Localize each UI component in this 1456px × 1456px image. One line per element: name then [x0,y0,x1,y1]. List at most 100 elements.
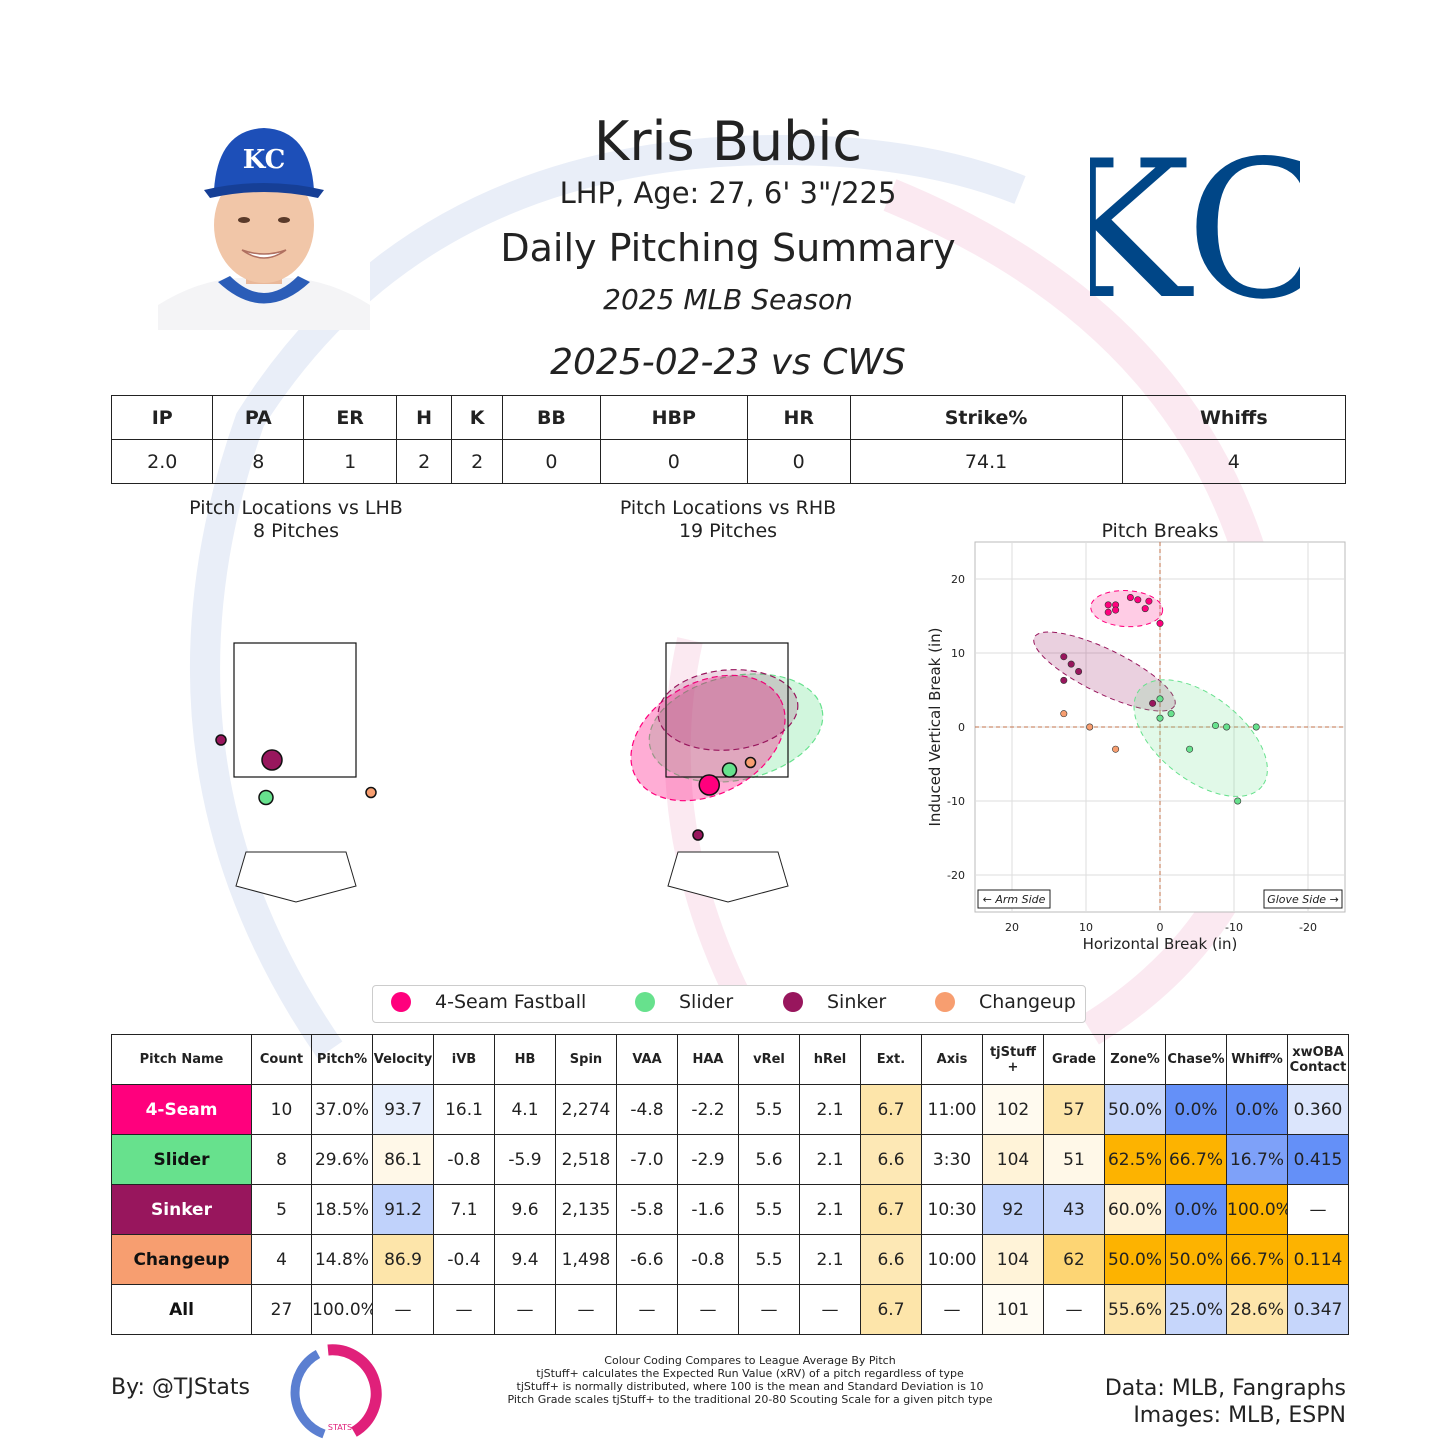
image-source: Images: MLB, ESPN [1133,1403,1346,1428]
pitch-table-cell: 6.7 [860,1284,922,1335]
legend-dot-changeup [935,992,955,1012]
rhb-plot-title: Pitch Locations vs RHB 19 Pitches [578,497,878,543]
pitch-table-cell: 16.7% [1226,1134,1288,1185]
break-point [1211,722,1219,730]
game-label: 2025-02-23 vs CWS [550,342,906,383]
break-point [1067,660,1075,668]
legend-item-sinker: Sinker [783,991,886,1013]
footnote-3: tjStuff+ is normally distributed, where … [516,1380,984,1393]
pitch-table-cell: 2.1 [799,1084,861,1135]
location-point [692,829,704,841]
pitch-table-cell: 50.0% [1165,1234,1227,1285]
pitch-table-cell: 0.114 [1287,1234,1349,1285]
pitch-table-cell: 9.6 [494,1184,556,1235]
pitch-table-cell: 100.0% [311,1284,373,1335]
pitch-table-cell: 27 [251,1284,312,1335]
pitch-table-header: HAA [677,1034,739,1085]
pitch-table-cell: 2,135 [555,1184,617,1235]
y-tick-label: -10 [947,795,965,808]
pitch-table-cell: 51 [1043,1134,1105,1185]
pitch-table-cell: 101 [982,1284,1044,1335]
x-tick-label: 20 [1005,921,1019,934]
pitch-table-cell: — [738,1284,800,1335]
report-title: Daily Pitching Summary [500,226,956,270]
pitch-table-cell: -2.2 [677,1084,739,1135]
stat-header: HR [746,395,851,440]
pitch-table-cell: -0.4 [433,1234,495,1285]
density-ellipse [648,673,824,783]
pitch-table-cell: 4.1 [494,1084,556,1135]
legend-label-fourseam: 4-Seam Fastball [435,991,587,1013]
pitch-table-cell: -7.0 [616,1134,678,1185]
stat-value: 2 [451,439,504,484]
pitch-table-cell: — [555,1284,617,1335]
pitch-table-cell: 6.6 [860,1134,922,1185]
location-point [744,756,757,769]
legend-label-slider: Slider [679,991,734,1013]
pitch-table-cell: 66.7% [1226,1234,1288,1285]
pitch-table-cell: 6.7 [860,1184,922,1235]
pitch-table-cell: — [799,1284,861,1335]
pitch-table-header: Axis [921,1034,983,1085]
break-point [1141,605,1149,613]
break-point [1223,723,1231,731]
break-point [1252,723,1260,731]
break-point [1075,668,1083,676]
pitch-table-cell: 10:00 [921,1234,983,1285]
pitch-table-cell: 104 [982,1134,1044,1185]
pitch-table-cell: 5.6 [738,1134,800,1185]
pitch-table-cell: -5.9 [494,1134,556,1185]
legend-dot-slider [635,992,655,1012]
pitch-table-cell: 14.8% [311,1234,373,1285]
home-plate [667,851,789,903]
pitch-table-header: xwOBA Contact [1287,1034,1349,1085]
pitch-table-cell: 0.360 [1287,1084,1349,1135]
pitch-table-cell: 100.0% [1226,1184,1288,1235]
break-ellipse [1090,590,1164,628]
break-point [1112,745,1120,753]
pitch-table-header: Spin [555,1034,617,1085]
density-ellipse [657,669,799,751]
x-tick-label: -20 [1299,921,1317,934]
pitch-table-header: hRel [799,1034,861,1085]
pitch-table-cell: 5.5 [738,1234,800,1285]
pitch-table-cell: 25.0% [1165,1284,1227,1335]
pitch-table-row: Changeup 4 14.8% 86.9 -0.4 9.4 1,498 -6.6 -0.8 5.… [111,1234,1349,1285]
stat-value: 0 [502,439,601,484]
player-headshot: KC [158,120,370,330]
pitch-table-header: Velocity [372,1034,434,1085]
break-point [1149,699,1157,707]
pitch-table-cell: -5.8 [616,1184,678,1235]
break-point [1104,608,1112,616]
pitch-name-cell: Sinker [111,1184,252,1235]
pitch-table-cell: 102 [982,1084,1044,1135]
pitch-table-cell: — [921,1284,983,1335]
pitch-table-header: Pitch% [311,1034,373,1085]
pitch-table-header: vRel [738,1034,800,1085]
pitch-table-cell: 43 [1043,1184,1105,1235]
pitch-table-header: VAA [616,1034,678,1085]
pitch-table-cell: 93.7 [372,1084,434,1135]
rhb-count-text: 19 Pitches [678,520,778,542]
location-point [258,789,274,806]
rhb-location-plot [630,642,824,903]
location-point [261,749,283,771]
pitch-table-cell: -1.6 [677,1184,739,1235]
pitch-table-cell: 2,518 [555,1134,617,1185]
pitch-table-cell: 18.5% [311,1184,373,1235]
density-ellipse [630,674,786,802]
pitch-table-cell: 1,498 [555,1234,617,1285]
pitch-table-cell: 2.1 [799,1134,861,1185]
y-axis-label: Induced Vertical Break (in) [926,627,944,826]
pitch-table-cell: 7.1 [433,1184,495,1235]
pitch-table-cell: 66.7% [1165,1134,1227,1185]
legend-item-fourseam: 4-Seam Fastball [391,991,586,1013]
pitch-table-cell: 11:00 [921,1084,983,1135]
lhb-count-text: 8 Pitches [253,520,339,542]
break-point [1156,619,1164,627]
break-point [1086,723,1094,731]
location-point [215,734,227,746]
pitch-table-cell: -2.9 [677,1134,739,1185]
pitch-table-cell: 0.415 [1287,1134,1349,1185]
pitch-table-cell: 62.5% [1104,1134,1166,1185]
